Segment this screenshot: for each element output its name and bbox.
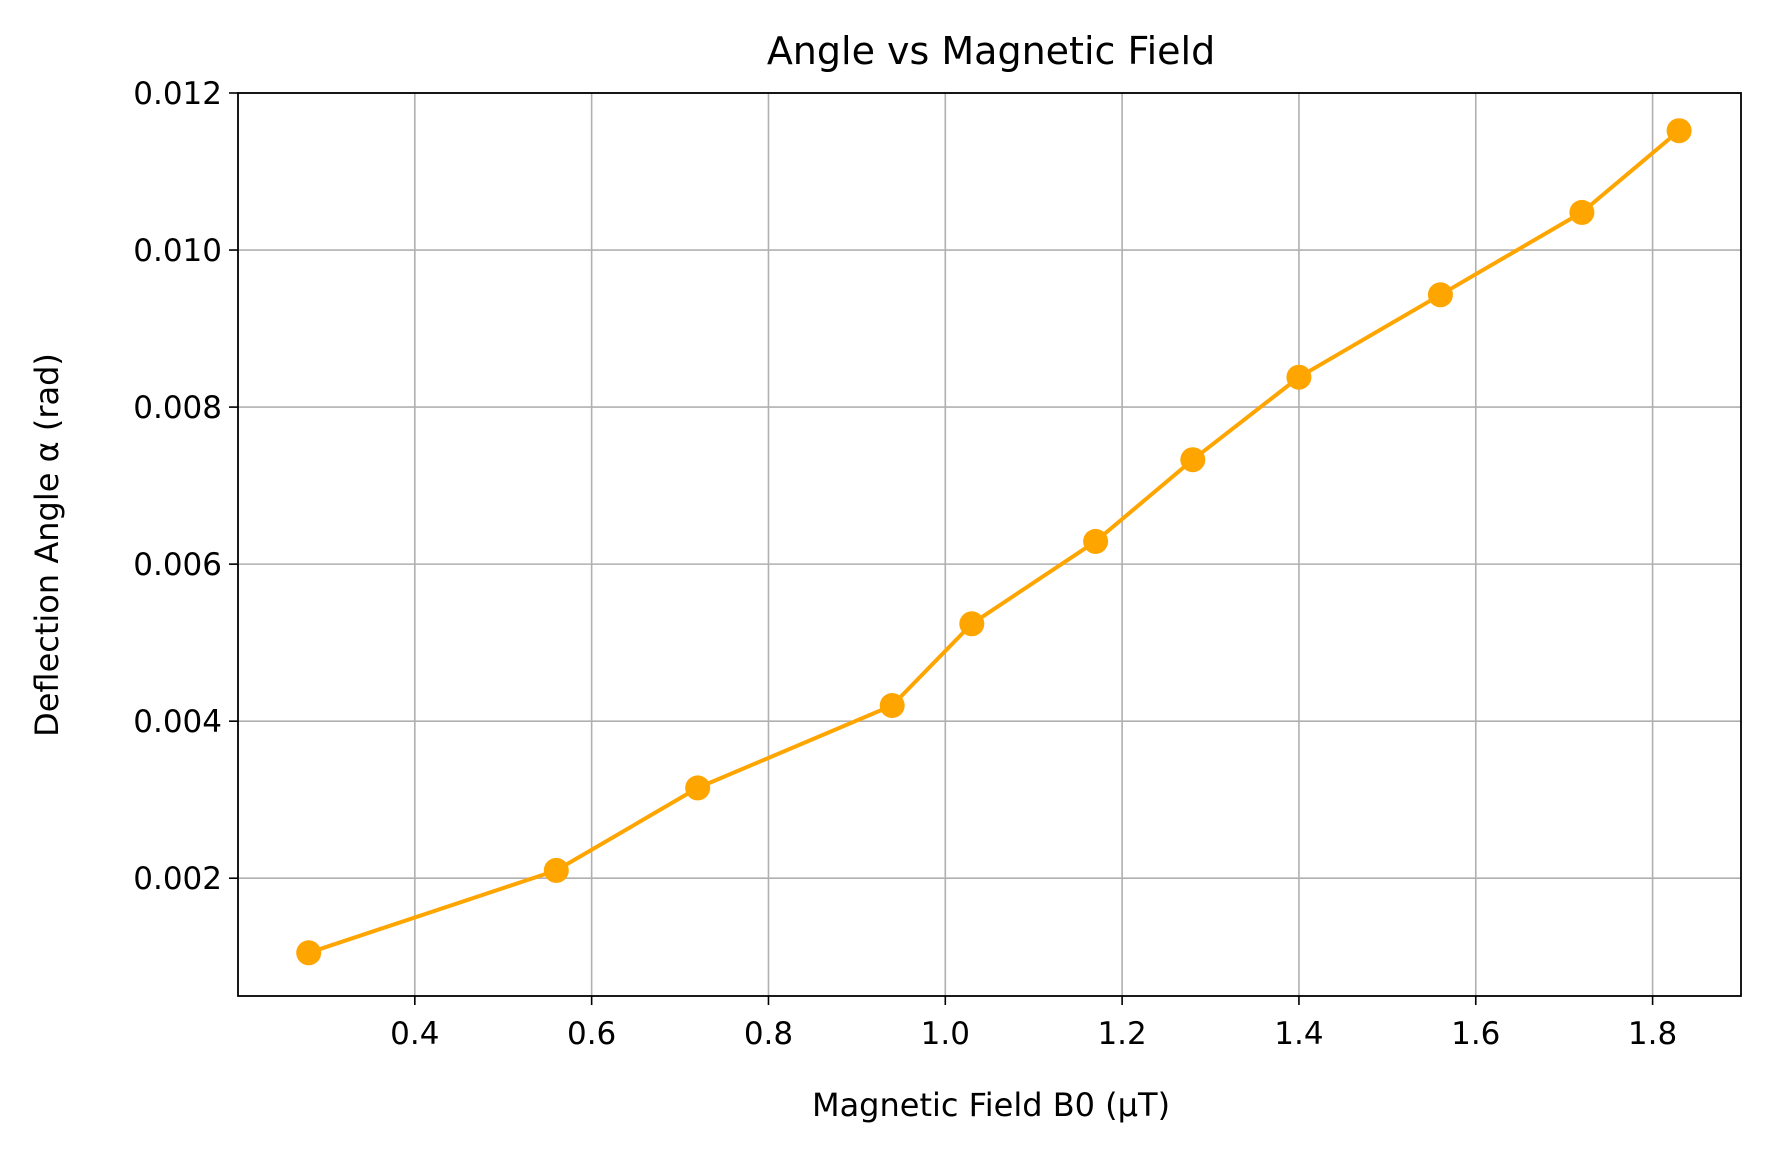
chart-title: Angle vs Magnetic Field [767,29,1215,73]
x-tick-label: 0.4 [390,1016,439,1052]
y-tick-label: 0.002 [133,861,222,897]
data-point [296,940,322,966]
data-point [1666,118,1692,144]
data-point [1427,282,1453,308]
data-point [1286,364,1312,390]
y-tick-label: 0.010 [133,233,222,269]
series-layer [296,118,1692,966]
x-tick-label: 1.8 [1628,1016,1677,1052]
axes-frame [237,92,1742,997]
x-tick-label: 0.6 [567,1016,616,1052]
y-axis-label: Deflection Angle α (rad) [28,353,66,737]
data-point [1083,528,1109,554]
grid [238,92,1741,996]
data-series [296,118,1692,966]
y-axis: 0.002 0.004 0.006 0.008 0.010 0.012 [133,76,238,897]
x-axis: 0.4 0.6 0.8 1.0 1.2 1.4 1.6 1.8 [390,996,1677,1052]
data-point [1569,199,1595,225]
y-tick-label: 0.004 [133,704,222,740]
x-tick-label: 1.6 [1451,1016,1500,1052]
x-tick-label: 1.4 [1274,1016,1323,1052]
x-axis-label: Magnetic Field B0 (μT) [812,1086,1170,1124]
y-tick-label: 0.006 [133,547,222,583]
data-point [543,857,569,883]
data-point [959,611,985,637]
y-tick-label: 0.008 [133,390,222,426]
data-point [1180,447,1206,473]
y-tick-label: 0.012 [133,76,222,112]
x-tick-label: 0.8 [744,1016,793,1052]
data-point [685,775,711,801]
data-point [879,693,905,718]
x-tick-label: 1.2 [1097,1016,1146,1052]
x-tick-label: 1.0 [921,1016,970,1052]
series-line [306,128,1682,955]
